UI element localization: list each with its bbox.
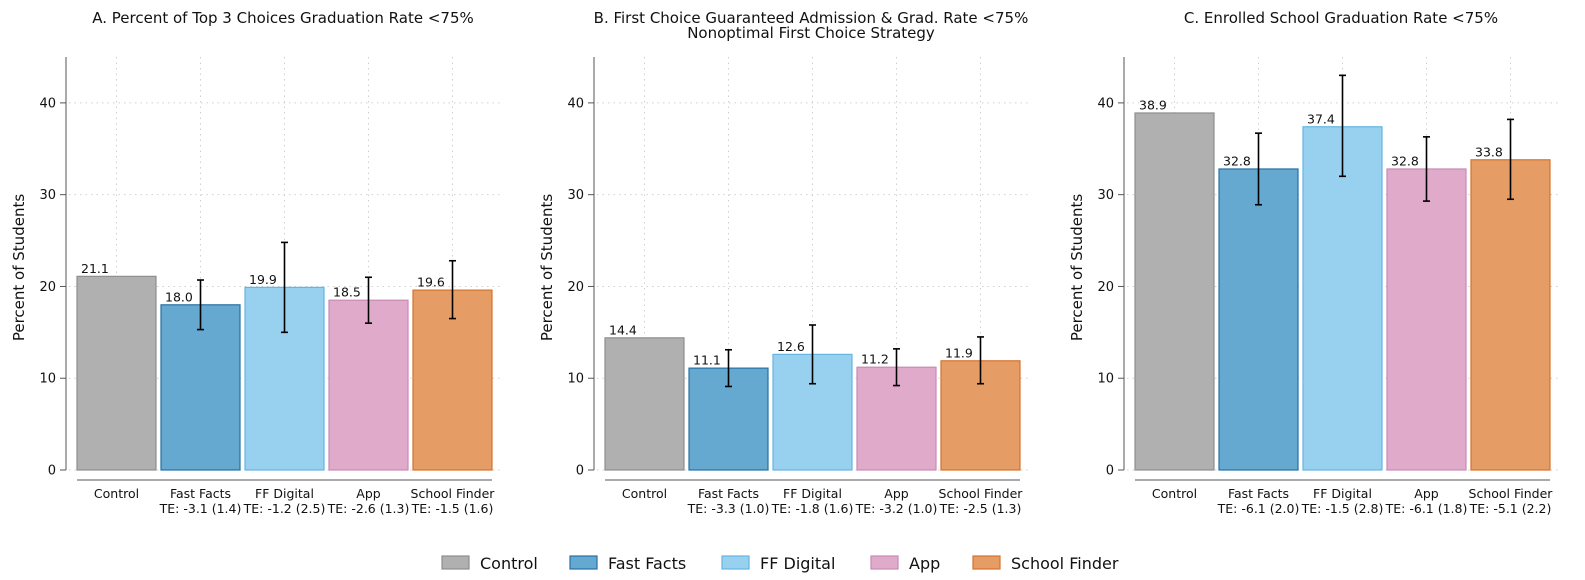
bar <box>76 275 157 471</box>
te-label: TE: -6.1 (1.8) <box>1385 501 1468 516</box>
legend-item: Control <box>441 554 538 573</box>
legend-label: FF Digital <box>760 554 835 573</box>
legend: Control Fast Facts FF Digital App School Fin… <box>441 554 1119 573</box>
x-tick-label: FF Digital <box>1313 486 1372 501</box>
y-tick-label: 20 <box>39 280 56 295</box>
data-label: 21.1 <box>81 261 109 276</box>
data-label: 32.8 <box>1223 153 1251 168</box>
x-tick-label: FF Digital <box>783 486 842 501</box>
data-label: 11.2 <box>861 352 889 367</box>
te-label: TE: -5.1 (2.2) <box>1469 501 1552 516</box>
te-label: TE: -3.2 (1.0) <box>855 501 938 516</box>
data-label: 11.9 <box>945 345 973 360</box>
legend-label: Fast Facts <box>608 554 686 573</box>
y-tick-label: 0 <box>1106 464 1114 479</box>
data-label: 18.5 <box>333 285 361 300</box>
legend-swatch <box>441 555 470 570</box>
data-label: 12.6 <box>777 339 805 354</box>
x-tick-label: App <box>356 486 380 501</box>
y-axis-label: Percent of Students <box>1068 194 1086 341</box>
legend-label: Control <box>480 554 538 573</box>
y-tick-label: 10 <box>1097 372 1114 387</box>
te-label: TE: -2.6 (1.3) <box>327 501 410 516</box>
panel-b: 0 10 20 30 40 Percent of Students 14.4 Control 1… <box>538 9 1031 516</box>
y-tick-label: 40 <box>39 96 56 111</box>
bar <box>1470 159 1551 471</box>
bar <box>1302 126 1383 471</box>
data-label: 37.4 <box>1307 111 1335 126</box>
y-tick-label: 20 <box>1097 280 1114 295</box>
legend-swatch <box>870 555 899 570</box>
data-label: 19.9 <box>249 272 277 287</box>
legend-swatch <box>569 555 598 570</box>
panel-title: C. Enrolled School Graduation Rate <75% <box>1184 9 1498 27</box>
y-tick-label: 10 <box>39 372 56 387</box>
x-tick-label: Fast Facts <box>698 486 759 501</box>
x-tick-label: Control <box>622 486 667 501</box>
data-label: 33.8 <box>1475 144 1503 159</box>
te-label: TE: -1.2 (2.5) <box>243 501 326 516</box>
te-label: TE: -1.5 (2.8) <box>1301 501 1384 516</box>
y-tick-label: 30 <box>39 188 56 203</box>
x-tick-label: School Finder <box>939 486 1024 501</box>
y-tick-label: 0 <box>576 464 584 479</box>
te-label: TE: -3.3 (1.0) <box>687 501 770 516</box>
data-label: 14.4 <box>609 322 637 337</box>
data-label: 32.8 <box>1391 153 1419 168</box>
legend-label: School Finder <box>1011 554 1119 573</box>
panel-a: 0 10 20 30 40 Percent of Students 21.1 Control 1… <box>10 9 503 516</box>
y-axis-label: Percent of Students <box>10 194 28 341</box>
panel-title: A. Percent of Top 3 Choices Graduation R… <box>92 9 474 27</box>
x-tick-label: Control <box>1152 486 1197 501</box>
x-tick-label: App <box>884 486 908 501</box>
bar <box>328 299 409 471</box>
legend-swatch <box>972 555 1001 570</box>
x-tick-label: Fast Facts <box>170 486 231 501</box>
legend-label: App <box>909 554 940 573</box>
panel-c: 0 10 20 30 40 Percent of Students 38.9 Control 3… <box>1068 9 1561 516</box>
legend-swatch <box>721 555 750 570</box>
data-label: 18.0 <box>165 289 193 304</box>
y-axis-label: Percent of Students <box>538 194 556 341</box>
x-tick-label: FF Digital <box>255 486 314 501</box>
legend-item: School Finder <box>972 554 1119 573</box>
legend-item: FF Digital <box>721 554 835 573</box>
panel-title: B. First Choice Guaranteed Admission & G… <box>594 9 1029 27</box>
x-tick-label: School Finder <box>1469 486 1554 501</box>
y-tick-label: 0 <box>48 464 56 479</box>
te-label: TE: -3.1 (1.4) <box>159 501 242 516</box>
y-tick-label: 40 <box>567 96 584 111</box>
data-label: 19.6 <box>417 275 445 290</box>
y-tick-label: 30 <box>567 188 584 203</box>
y-tick-label: 30 <box>1097 188 1114 203</box>
te-label: TE: -1.8 (1.6) <box>771 501 854 516</box>
panel-subtitle: Nonoptimal First Choice Strategy <box>687 24 935 42</box>
bar <box>1218 168 1299 471</box>
te-label: TE: -6.1 (2.0) <box>1217 501 1300 516</box>
x-tick-label: Control <box>94 486 139 501</box>
bar <box>1134 112 1215 471</box>
te-label: TE: -2.5 (1.3) <box>939 501 1022 516</box>
legend-item: App <box>870 554 940 573</box>
te-label: TE: -1.5 (1.6) <box>411 501 494 516</box>
bar <box>604 337 685 471</box>
data-label: 38.9 <box>1139 97 1167 112</box>
x-tick-label: Fast Facts <box>1228 486 1289 501</box>
bar <box>412 289 493 471</box>
legend-item: Fast Facts <box>569 554 686 573</box>
x-tick-label: App <box>1414 486 1438 501</box>
y-tick-label: 20 <box>567 280 584 295</box>
y-tick-label: 10 <box>567 372 584 387</box>
bar <box>1386 168 1467 471</box>
x-tick-label: School Finder <box>411 486 496 501</box>
y-tick-label: 40 <box>1097 96 1114 111</box>
data-label: 11.1 <box>693 353 721 368</box>
